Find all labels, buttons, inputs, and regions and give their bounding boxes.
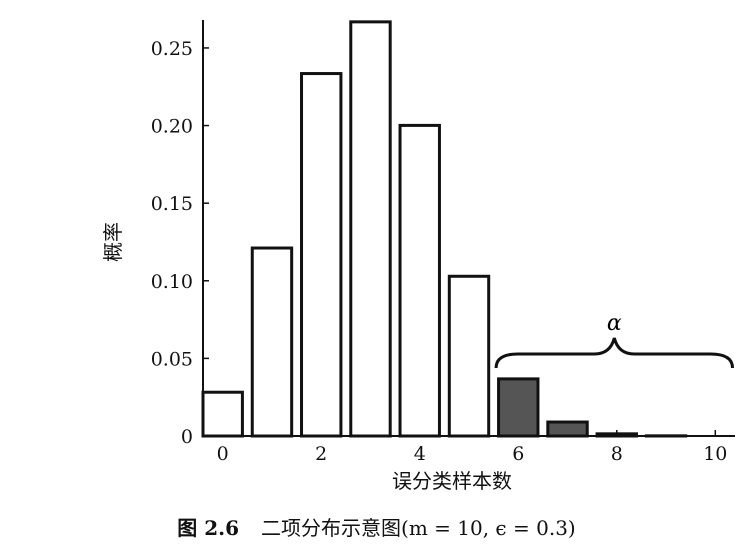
brace — [494, 337, 735, 369]
x-axis-label: 误分类样本数 — [392, 469, 512, 493]
x-tick-label: 2 — [315, 443, 327, 465]
bar — [300, 72, 343, 438]
bar — [447, 274, 491, 438]
y-tick-label: 0.05 — [151, 348, 193, 370]
bar — [497, 377, 540, 438]
y-tick-label: 0.15 — [151, 193, 193, 215]
y-tick-label: 0 — [181, 426, 193, 448]
x-tick-label: 8 — [611, 443, 623, 465]
x-tick-label: 0 — [217, 443, 229, 465]
bar — [595, 432, 638, 438]
caption-text: 二项分布示意图(m = 10, ϵ = 0.3) — [261, 516, 576, 540]
x-tick-label: 10 — [703, 443, 727, 465]
x-tick-label: 4 — [414, 443, 426, 465]
y-tick-label: 0.25 — [151, 38, 193, 60]
bar — [349, 20, 392, 438]
bar — [250, 246, 294, 438]
y-tick-label: 0.20 — [151, 116, 193, 138]
binomial-bar-chart: 0 0.05 0.10 0.15 0.20 0.25 0 2 4 6 8 10 α 误分类样本数 概率 — [101, 20, 735, 493]
bar — [398, 123, 441, 438]
bar — [546, 420, 589, 438]
brace-label: α — [607, 311, 622, 336]
figure-number: 图 2.6 — [177, 516, 240, 540]
x-tick-label: 6 — [512, 443, 524, 465]
bar — [201, 390, 244, 438]
bars — [201, 20, 688, 438]
annotations: α — [494, 311, 735, 369]
y-axis-label: 概率 — [101, 222, 125, 262]
figure-caption: 图 2.6 二项分布示意图(m = 10, ϵ = 0.3) — [0, 512, 753, 541]
y-tick-label: 0.10 — [151, 271, 193, 293]
